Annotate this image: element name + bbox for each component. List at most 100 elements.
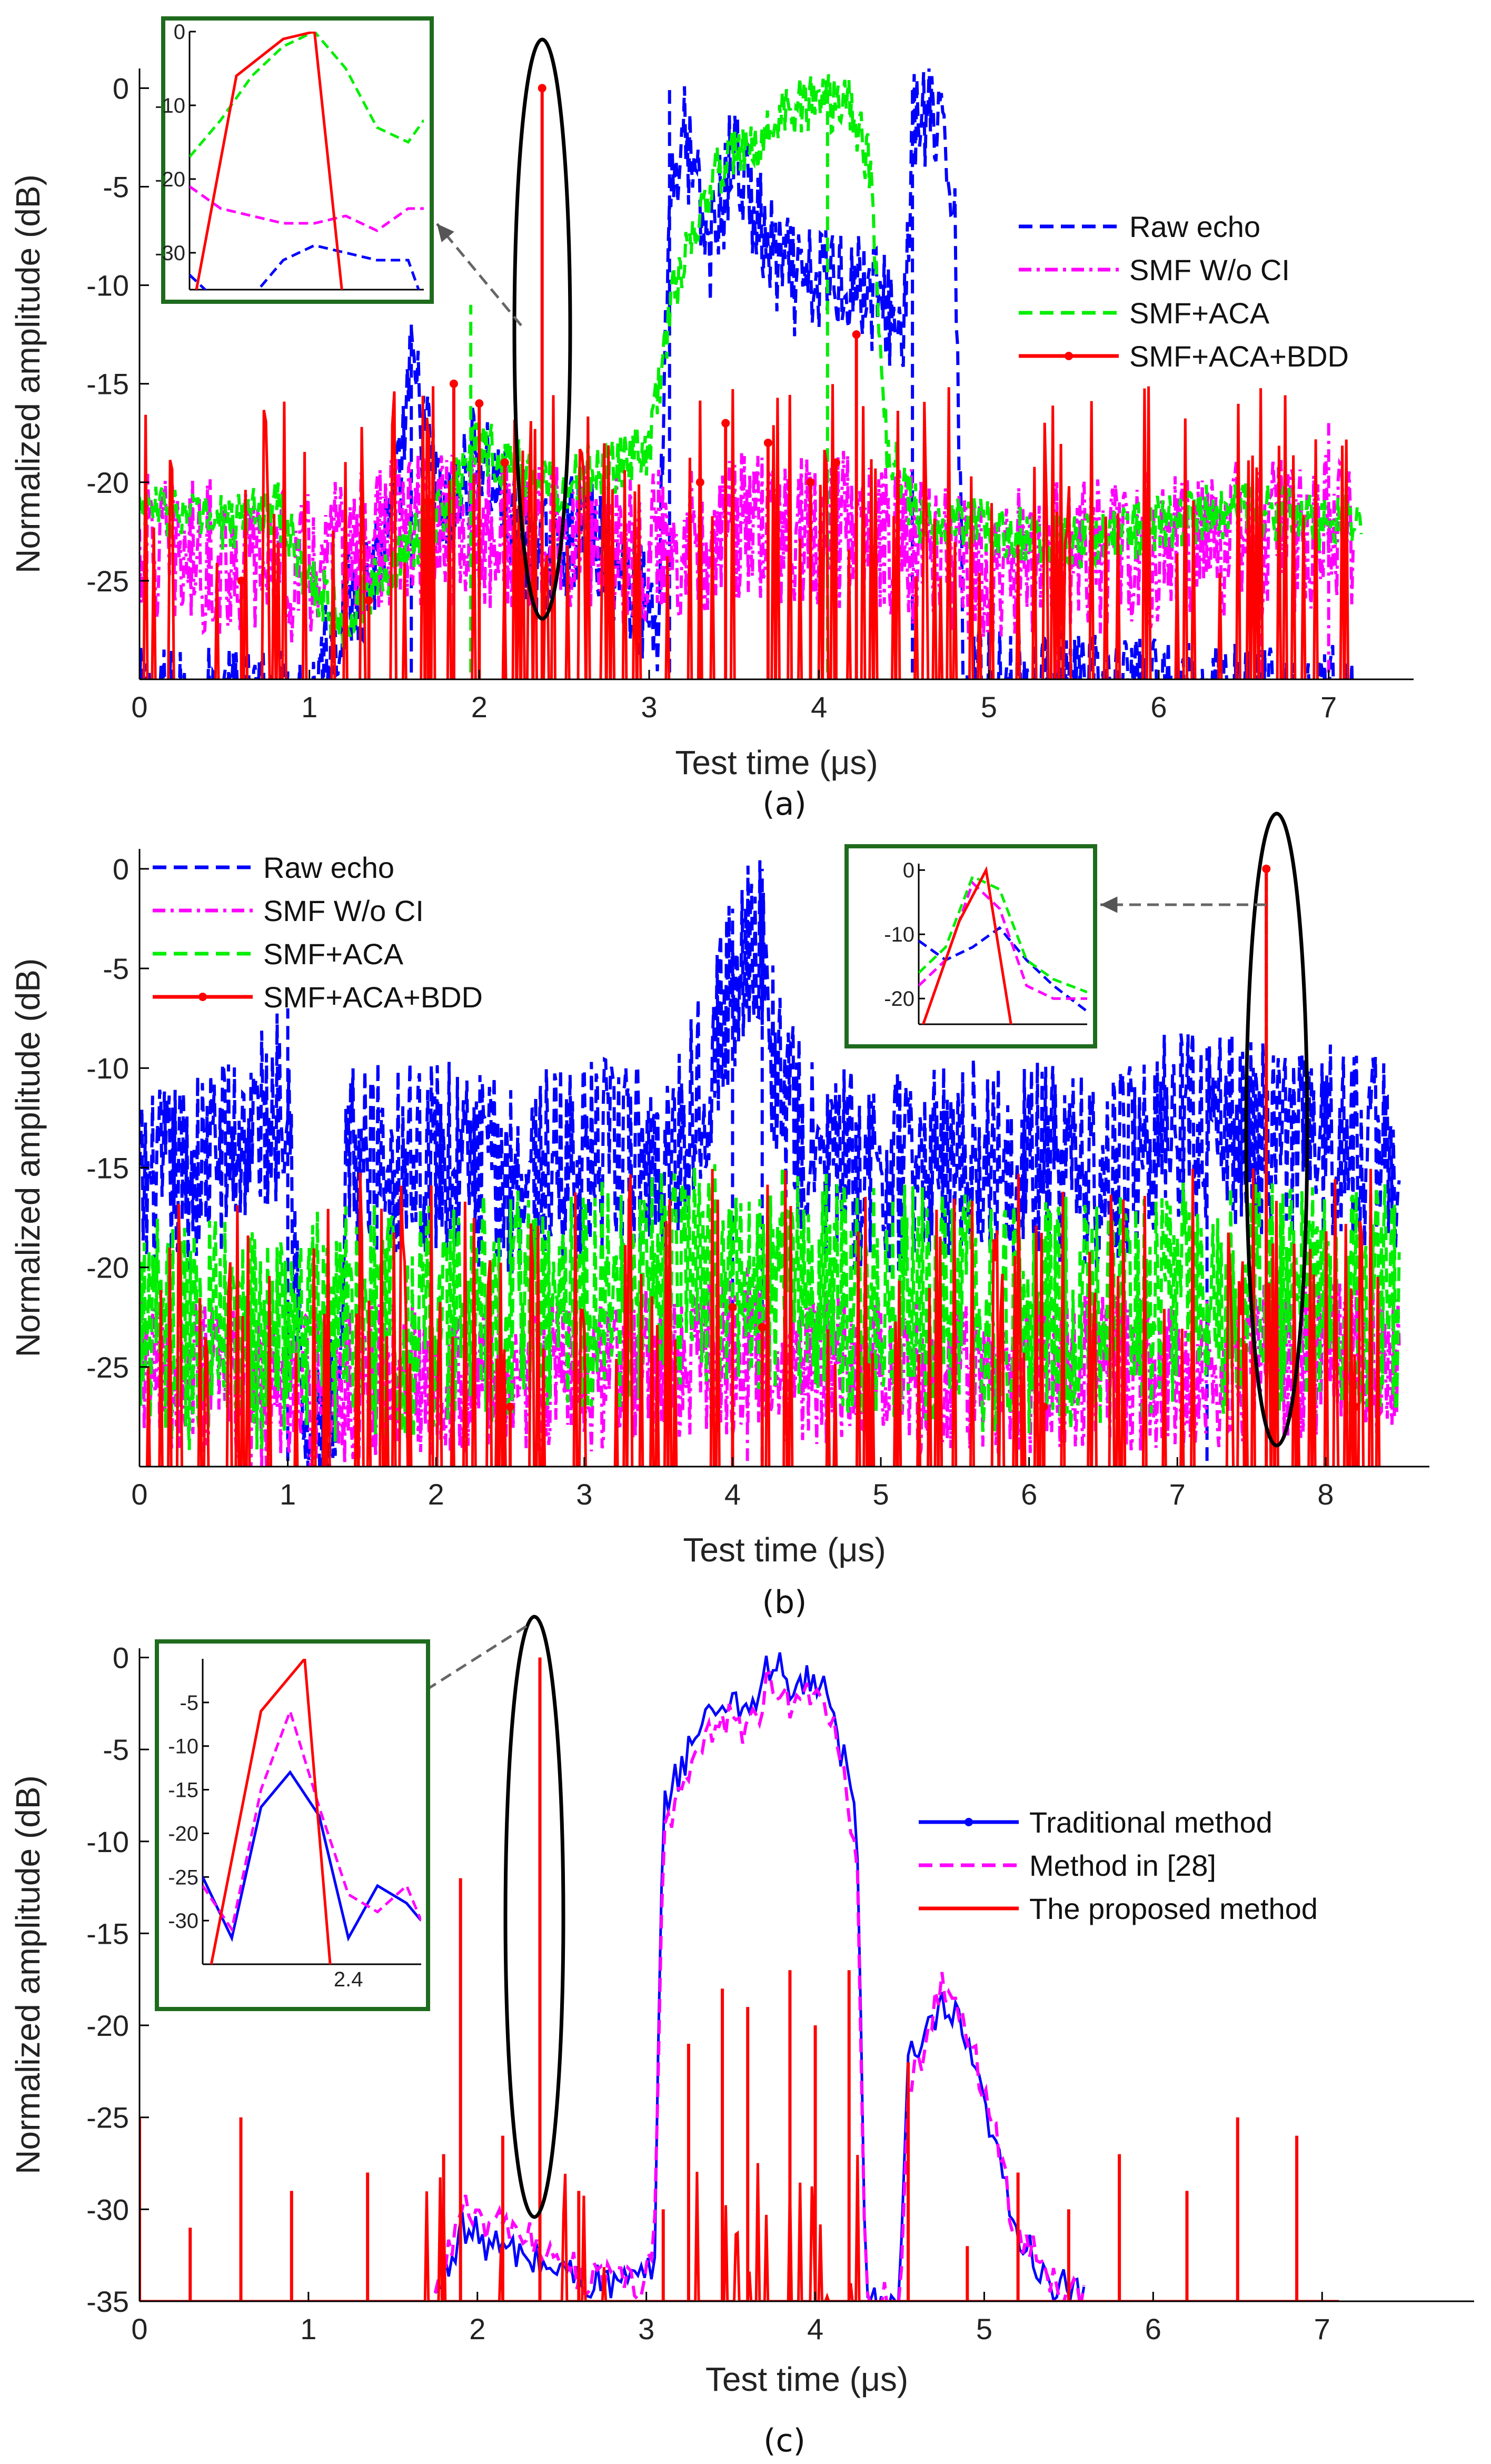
y-axis-label: Normalized amplitude (dB): [9, 958, 47, 1358]
x-tick-label-8: 8: [1317, 1478, 1334, 1511]
zoom-arrow-head: [437, 224, 454, 242]
x-tick-label-1: 1: [280, 1478, 296, 1511]
x-tick-label-0: 0: [131, 1478, 147, 1511]
y-tick-label-0: 0: [113, 72, 129, 105]
inset-y-tick-label-5: -30: [168, 1909, 198, 1933]
y-axis-label: Normalized amplitude (dB): [9, 1775, 47, 2174]
y-tick-label-5: -25: [86, 565, 129, 598]
inset-x-tick-label: 2.4: [334, 1968, 363, 1991]
x-axis-label: Test time (μs): [683, 1531, 886, 1569]
legend: Raw echo SMF W/o CI SMF+ACA SMF+ACA+BDD: [1019, 210, 1349, 373]
inset-y-tick-label-0: -5: [180, 1691, 198, 1715]
series-marker-3-2: [475, 399, 484, 408]
series-marker-3-0: [1262, 864, 1271, 873]
inset-series-0: [203, 1770, 421, 1942]
series-line-2: [140, 2155, 1339, 2301]
legend-marker-0: [965, 1818, 973, 1826]
y-tick-label-4: -20: [86, 466, 129, 499]
x-tick-label-1: 1: [301, 690, 317, 724]
legend-label-0: Traditional method: [1029, 1806, 1273, 1839]
legend: Raw echo SMF W/o CI SMF+ACA SMF+ACA+BDD: [153, 851, 483, 1014]
inset-y-tick-label-1: -10: [168, 1735, 198, 1758]
plot-area: [140, 1652, 1339, 2301]
series-marker-3-11: [237, 576, 246, 585]
inset-y-tick-label-0: 0: [903, 859, 915, 882]
y-tick-label-4: -20: [86, 2009, 129, 2042]
series-marker-3-3: [506, 1402, 515, 1411]
highlight-ellipse: [1244, 812, 1309, 1448]
inset-series-3: [195, 32, 343, 290]
inset-series-0: [190, 244, 420, 290]
y-tick-label-1: -5: [103, 171, 129, 204]
legend-label-1: SMF W/o CI: [1129, 253, 1290, 286]
inset-y-tick-label-3: -20: [168, 1822, 198, 1845]
x-tick-label-3: 3: [638, 2312, 654, 2346]
caption-a: (a): [762, 786, 807, 823]
series-marker-3-5: [852, 330, 861, 339]
x-tick-label-6: 6: [1021, 1478, 1037, 1511]
legend-label-1: Method in [28]: [1029, 1849, 1216, 1882]
x-axis-label: Test time (μs): [675, 744, 878, 781]
inset-plot: [203, 1659, 421, 1964]
inset-y-tick-label-4: -25: [168, 1866, 198, 1889]
series-marker-3-10: [500, 458, 509, 467]
series-marker-3-5: [1351, 1402, 1360, 1411]
highlight-ellipse: [503, 1615, 565, 2219]
series-line-1: [140, 1280, 1401, 1467]
legend-marker-3: [1065, 352, 1073, 360]
legend-label-2: SMF+ACA: [263, 937, 404, 971]
x-tick-label-0: 0: [131, 690, 147, 724]
panel-a-chart: 0 1 2 3 4 5 6 7 0 -5 -10 -15 -20 -25 Test time (μs) Nor…: [9, 16, 1414, 781]
y-axis-label: Normalized amplitude (dB): [9, 174, 47, 573]
y-tick-label-7: -35: [86, 2285, 129, 2318]
caption-c: (c): [763, 2422, 806, 2459]
legend-label-3: SMF+ACA+BDD: [1129, 340, 1349, 373]
x-tick-label-4: 4: [807, 2312, 823, 2346]
inset-y-tick-label-2: -15: [168, 1779, 198, 1802]
series-marker-3-2: [758, 1323, 767, 1332]
x-tick-label-2: 2: [469, 2312, 485, 2346]
zoom-arrow-head: [1100, 896, 1118, 913]
caption-b: (b): [762, 1584, 807, 1621]
legend-label-1: SMF W/o CI: [263, 894, 424, 927]
legend: Traditional method Method in [28] The prop…: [919, 1806, 1318, 1925]
x-tick-label-0: 0: [131, 2312, 147, 2346]
series-line-0: [140, 860, 1401, 1467]
inset-series-2: [210, 1659, 332, 1964]
x-axis-label: Test time (μs): [705, 2360, 908, 2398]
y-tick-label-1: -5: [103, 952, 129, 985]
inset-y-tick-label-0: 0: [174, 21, 185, 44]
x-tick-label-4: 4: [724, 1478, 741, 1511]
x-tick-label-2: 2: [471, 690, 488, 724]
x-tick-label-6: 6: [1150, 690, 1167, 724]
legend-label-2: SMF+ACA: [1129, 296, 1270, 330]
series-marker-3-12: [364, 596, 373, 605]
inset-series-3: [921, 866, 1012, 1024]
y-tick-label-0: 0: [113, 1641, 129, 1674]
series-line-0: [140, 68, 1354, 679]
y-tick-label-3: -15: [86, 1151, 129, 1184]
inset-y-tick-label-1: -10: [155, 94, 185, 117]
legend-label-0: Raw echo: [1129, 210, 1260, 243]
series-marker-3-4: [1039, 1402, 1048, 1411]
series-line-0: [434, 1652, 1086, 2301]
series-line-2: [140, 1164, 1401, 1450]
series-marker-3-4: [763, 438, 772, 447]
plot-area: [140, 860, 1401, 1467]
series-marker-3-1: [728, 1303, 737, 1312]
legend-marker-3: [198, 993, 207, 1001]
y-tick-label-3: -15: [86, 368, 129, 401]
x-tick-label-7: 7: [1169, 1478, 1186, 1511]
series-marker-3-1: [449, 379, 458, 388]
panel-c-chart: 0 1 2 3 4 5 6 7 0 -5 -10 -15 -20 -25 -30 -35 Test time (…: [9, 1615, 1474, 2398]
y-tick-label-4: -20: [86, 1251, 129, 1284]
legend-label-0: Raw echo: [263, 851, 394, 884]
series-marker-3-9: [424, 498, 433, 507]
series-line-1: [433, 1670, 1086, 2301]
inset-y-tick-label-2: -20: [155, 168, 185, 191]
series-marker-3-0: [538, 84, 546, 93]
x-tick-label-5: 5: [872, 1478, 889, 1511]
y-tick-label-2: -10: [86, 269, 129, 302]
x-tick-label-7: 7: [1320, 690, 1337, 724]
inset-y-tick-label-2: -20: [884, 987, 915, 1011]
